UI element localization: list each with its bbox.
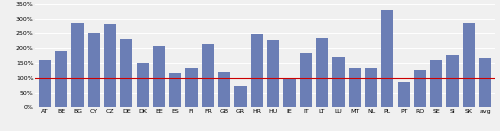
Bar xyxy=(381,10,394,107)
Bar xyxy=(234,86,246,107)
Bar xyxy=(348,68,361,107)
Bar xyxy=(72,23,84,107)
Bar xyxy=(300,53,312,107)
Bar xyxy=(365,68,377,107)
Bar xyxy=(332,57,344,107)
Bar xyxy=(202,44,214,107)
Bar xyxy=(250,34,263,107)
Bar xyxy=(398,82,410,107)
Bar xyxy=(136,63,149,107)
Bar xyxy=(479,58,492,107)
Bar xyxy=(284,79,296,107)
Bar xyxy=(463,23,475,107)
Bar xyxy=(104,24,116,107)
Bar xyxy=(88,33,100,107)
Bar xyxy=(38,60,51,107)
Bar xyxy=(186,68,198,107)
Bar xyxy=(153,46,165,107)
Bar xyxy=(218,72,230,107)
Bar xyxy=(267,40,280,107)
Bar xyxy=(169,73,181,107)
Bar xyxy=(55,51,67,107)
Bar xyxy=(446,55,458,107)
Bar xyxy=(414,70,426,107)
Bar xyxy=(316,38,328,107)
Bar xyxy=(430,59,442,107)
Bar xyxy=(120,39,132,107)
